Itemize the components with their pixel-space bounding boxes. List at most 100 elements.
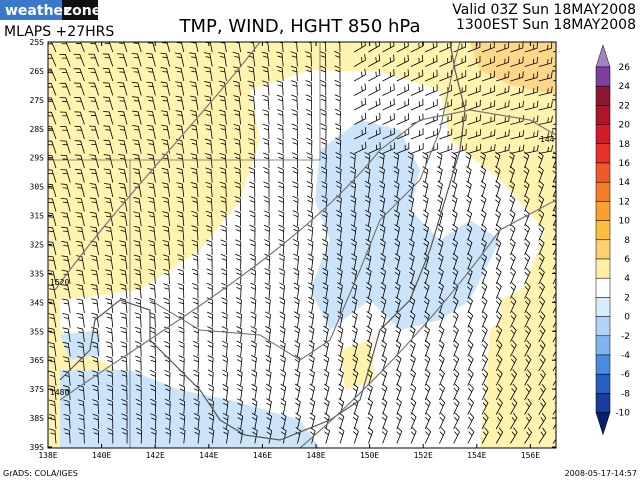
wind-barb (352, 325, 358, 343)
wind-barb (118, 154, 128, 169)
colorbar-label: -6 (621, 370, 630, 380)
wind-barb (510, 267, 517, 285)
wind-barb (425, 99, 438, 111)
wind-barb (133, 240, 142, 256)
wind-barb (538, 369, 546, 386)
wind-barb (452, 238, 458, 256)
lat-label: 32S (30, 241, 45, 250)
wind-barb (204, 81, 213, 96)
wind-barb (496, 129, 510, 140)
wind-barb (73, 53, 85, 67)
wind-barb (205, 181, 213, 198)
wind-barb (410, 354, 416, 372)
wind-barb (495, 238, 502, 256)
lon-label: 138E (38, 451, 57, 460)
wind-barb (163, 297, 170, 314)
wind-barb (538, 253, 545, 270)
wind-barb (309, 427, 316, 444)
wind-barb (119, 283, 128, 299)
lat-label: 29S (30, 154, 45, 163)
lat-label: 34S (30, 298, 45, 307)
wind-barb (208, 412, 215, 430)
wind-barb (524, 412, 532, 430)
wind-barb (509, 209, 516, 227)
wind-barb (120, 370, 128, 386)
wind-barb (146, 81, 156, 96)
wind-barb (189, 81, 199, 96)
wind-barb (147, 211, 156, 227)
lat-label: 26S (30, 67, 45, 76)
wind-barb (422, 195, 429, 212)
wind-barb (191, 268, 199, 285)
wind-barb (117, 125, 128, 140)
wind-barb (178, 340, 185, 357)
wind-barb (74, 82, 85, 96)
wind-barb (222, 355, 229, 372)
wind-barb (495, 427, 504, 444)
wind-barb (396, 113, 410, 125)
wind-barb (496, 144, 510, 154)
wind-barb (495, 282, 502, 299)
wind-barb (277, 152, 284, 169)
wind-barb (92, 384, 99, 401)
wind-barb (91, 341, 99, 357)
wind-barb (121, 398, 128, 415)
wind-barb (76, 312, 85, 328)
wind-barb (164, 398, 171, 415)
wind-barb (232, 51, 241, 67)
wind-barb (410, 142, 424, 154)
wind-barb (481, 42, 495, 53)
wind-barb (133, 225, 142, 241)
wind-barb (204, 124, 213, 140)
lat-label: 25S (30, 38, 45, 47)
wind-barb (352, 398, 359, 415)
wind-barb (48, 241, 57, 256)
wind-barb (467, 70, 481, 82)
wind-barb (382, 42, 395, 53)
wind-barb (467, 282, 473, 299)
wind-barb (439, 383, 446, 401)
wind-barb (179, 413, 186, 430)
wind-barb (552, 369, 556, 386)
colorbar-band (595, 335, 611, 356)
wind-barb (279, 325, 286, 343)
wind-barb (351, 296, 358, 314)
wind-barb (221, 311, 228, 328)
wind-barb (538, 145, 554, 154)
wind-barb (163, 326, 170, 343)
wind-barb (291, 137, 298, 154)
wind-barb (76, 284, 85, 299)
wind-barb (250, 325, 257, 343)
wind-barb (291, 123, 298, 140)
wind-barb (538, 209, 545, 227)
title: TMP, WIND, HGHT 850 hPa (179, 16, 421, 37)
wind-barb (222, 398, 229, 415)
lon-label: 144E (199, 451, 218, 460)
wind-barb (192, 340, 199, 357)
colorbar-label: -2 (621, 332, 630, 342)
wind-barb (48, 414, 57, 430)
wind-barb (233, 152, 241, 169)
wind-barb (320, 123, 327, 140)
colorbar-band (595, 124, 611, 145)
wind-barb (102, 67, 114, 82)
wind-barb (176, 225, 185, 241)
wind-barb (262, 123, 270, 140)
wind-barb (118, 168, 128, 183)
wind-barb (104, 240, 114, 256)
wind-barb (337, 325, 344, 343)
wind-barb (319, 80, 327, 96)
wind-barb (279, 311, 286, 328)
wind-barb (308, 325, 315, 343)
wind-barb (495, 398, 503, 415)
wind-barb (495, 209, 501, 227)
wind-barb (453, 55, 467, 67)
wind-barb (394, 209, 400, 227)
wind-barb (206, 254, 213, 270)
colorbar-triangle (595, 412, 611, 436)
wind-barb (538, 238, 545, 256)
wind-barb (439, 143, 453, 154)
colorbar-label: 0 (624, 313, 630, 323)
wind-barb (206, 268, 213, 285)
wind-barb (222, 383, 229, 401)
